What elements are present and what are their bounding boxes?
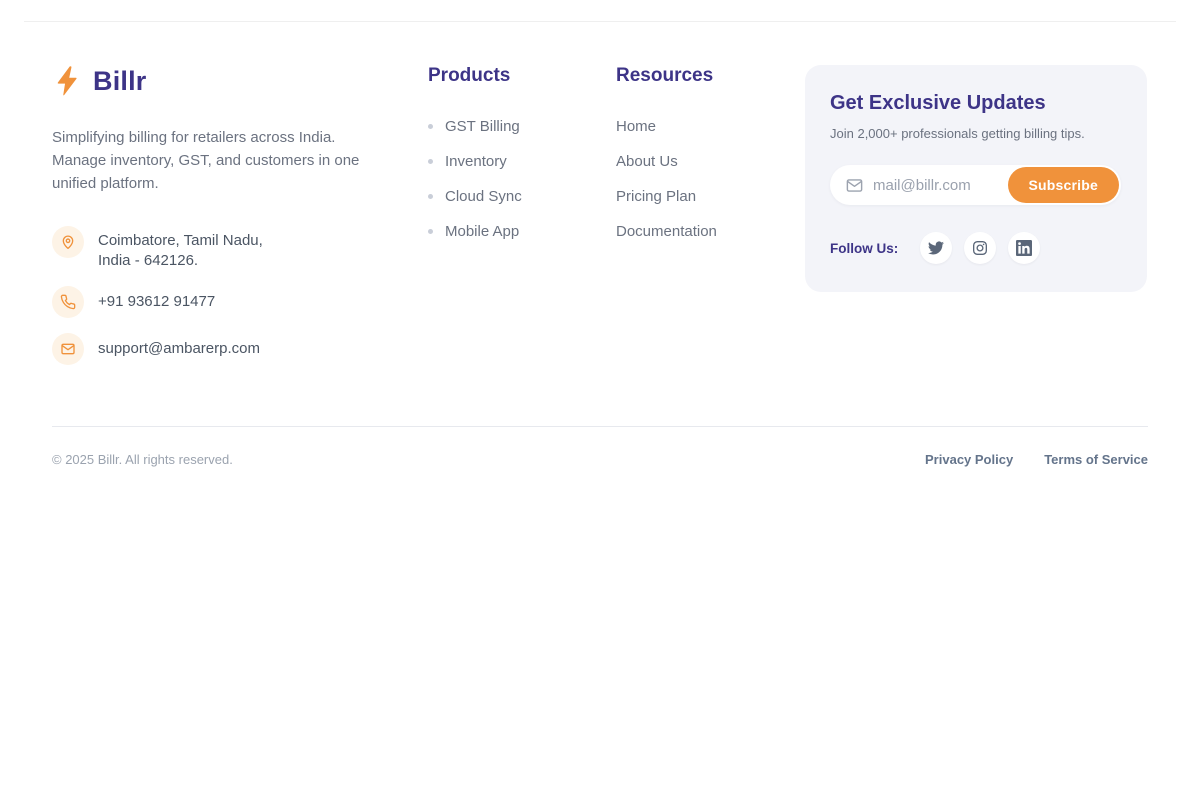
contact-list: Coimbatore, Tamil Nadu, India - 642126. … [52,226,362,365]
resources-list: Home About Us Pricing Plan Documentation [616,118,748,240]
contact-address-text: Coimbatore, Tamil Nadu, India - 642126. [98,232,263,269]
follow-row: Follow Us: [830,232,1121,264]
products-list: GST Billing Inventory Cloud Sync Mobile … [428,118,550,240]
subscribe-button[interactable]: Subscribe [1007,167,1119,203]
contact-address: Coimbatore, Tamil Nadu, India - 642126. [52,226,362,271]
products-column: Products GST Billing Inventory Cloud Syn… [428,65,550,258]
privacy-policy-link[interactable]: Privacy Policy [925,452,1014,467]
email-input-mail-icon [845,176,864,195]
resources-title: Resources [616,65,714,86]
product-link-mobile-app[interactable]: Mobile App [428,223,550,240]
bottom-bar: © 2025 Billr. All rights reserved. Priva… [0,452,1200,467]
contact-phone: +91 93612 91477 [52,286,362,318]
bottom-divider [52,426,1148,427]
product-link-cloud-sync[interactable]: Cloud Sync [428,188,550,205]
contact-phone-text: +91 93612 91477 [98,293,216,310]
resource-link-documentation[interactable]: Documentation [616,223,717,240]
copyright-text: © 2025 Billr. All rights reserved. [52,452,233,467]
newsletter-subtitle: Join 2,000+ professionals getting billin… [830,126,1085,141]
contact-email-text: support@ambarerp.com [98,340,260,357]
brand-column: Billr Simplifying billing for retailers … [52,65,362,365]
product-link-inventory[interactable]: Inventory [428,153,550,170]
bullet-icon [428,124,433,129]
follow-us-label: Follow Us: [830,240,899,256]
resource-link-pricing-plan[interactable]: Pricing Plan [616,188,697,205]
subscribe-form: Subscribe [830,165,1121,205]
newsletter-card: Get Exclusive Updates Join 2,000+ profes… [805,65,1147,292]
resources-column: Resources Home About Us Pricing Plan Doc… [616,65,748,258]
phone-icon [52,286,84,318]
linkedin-button[interactable] [1008,232,1041,264]
products-title: Products [428,65,511,86]
bullet-icon [428,194,433,199]
mail-icon [52,333,84,365]
bullet-icon [428,229,433,234]
map-pin-icon [52,226,84,258]
twitter-icon [928,241,945,255]
terms-of-service-link[interactable]: Terms of Service [1044,452,1148,467]
linkedin-icon [1016,240,1033,256]
contact-email: support@ambarerp.com [52,333,362,365]
bullet-icon [428,159,433,164]
instagram-button[interactable] [964,232,997,264]
footer: Billr Simplifying billing for retailers … [0,65,1200,365]
resource-link-about-us[interactable]: About Us [616,153,678,170]
email-input[interactable] [873,176,1008,194]
top-divider [24,21,1176,22]
product-link-gst-billing[interactable]: GST Billing [428,118,550,135]
brand-name: Billr [93,65,147,96]
newsletter-title: Get Exclusive Updates [830,92,1046,114]
twitter-button[interactable] [920,232,953,264]
resource-link-home[interactable]: Home [616,118,657,135]
legal-links: Privacy Policy Terms of Service [925,452,1148,467]
instagram-icon [973,241,988,255]
brand-logo: Billr [52,65,362,97]
brand-description: Simplifying billing for retailers across… [52,129,360,192]
lightning-bolt-icon [52,65,82,97]
